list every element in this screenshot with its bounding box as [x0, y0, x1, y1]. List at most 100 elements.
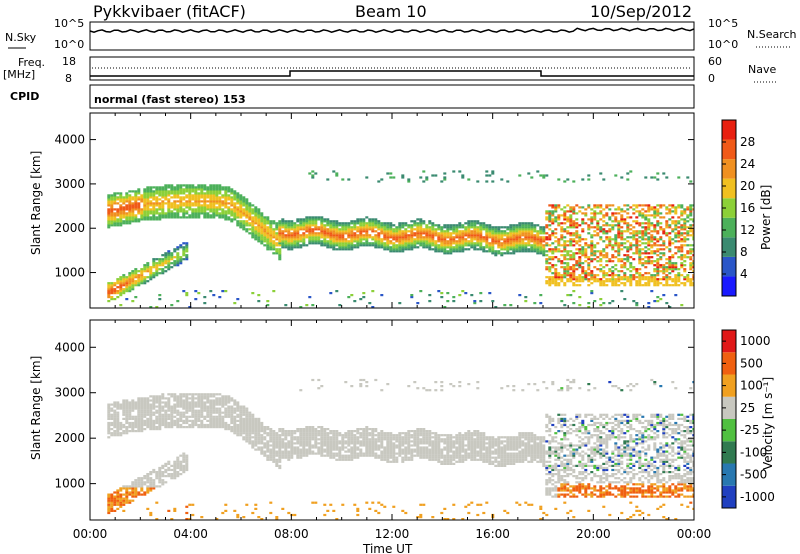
- pow-cell: [617, 274, 621, 277]
- pow-cell: [596, 206, 600, 209]
- vel-cell: [260, 446, 264, 449]
- pow-cell: [227, 212, 231, 215]
- vel-cell: [323, 436, 327, 439]
- pow-cell: [452, 240, 456, 243]
- pow-cell: [500, 232, 504, 235]
- pow-cell: [488, 174, 492, 177]
- vel-cell: [209, 403, 213, 406]
- pow-cell: [461, 236, 465, 239]
- pow-cell: [338, 304, 342, 307]
- pow-cell: [404, 240, 408, 243]
- pow-cell: [629, 170, 633, 173]
- pow-cell: [158, 192, 162, 195]
- pow-cell: [134, 192, 138, 195]
- pow-cell: [512, 238, 516, 241]
- pow-cell: [689, 180, 693, 183]
- pow-cell: [269, 226, 273, 229]
- vel-cell: [188, 503, 192, 506]
- pow-cell: [512, 224, 516, 227]
- pow-cell: [194, 200, 198, 203]
- pow-cell: [182, 248, 186, 251]
- vel-cell: [254, 507, 258, 510]
- pow-cell: [683, 276, 687, 279]
- pow-cell: [617, 252, 621, 255]
- vel-cell: [191, 401, 195, 404]
- pow-cell: [341, 236, 345, 239]
- pow-cell: [146, 190, 150, 193]
- pow-cell: [539, 232, 543, 235]
- vel-cell: [335, 442, 339, 445]
- vel-cell: [278, 434, 282, 437]
- pow-cell: [185, 206, 189, 209]
- vel-cell: [275, 438, 279, 441]
- pow-cell: [512, 226, 516, 229]
- pow-cell: [512, 244, 516, 247]
- pow-cell: [575, 248, 579, 251]
- pow-cell: [458, 242, 462, 245]
- pow-cell: [629, 216, 633, 219]
- pow-cell: [605, 254, 609, 257]
- vel-cell: [149, 421, 153, 425]
- pow-cell: [614, 216, 618, 219]
- vel-cell: [299, 444, 303, 447]
- vel-cell: [158, 473, 162, 476]
- pow-cell: [209, 190, 213, 193]
- pow-cell: [686, 244, 690, 247]
- pow-cell: [596, 232, 600, 235]
- pow-cell: [635, 216, 639, 219]
- pow-cell: [569, 214, 573, 217]
- pow-cell: [383, 238, 387, 241]
- pow-cell: [311, 222, 315, 225]
- pow-cell: [599, 226, 603, 229]
- pow-cell: [569, 244, 573, 247]
- pow-cell: [194, 204, 198, 207]
- vel-cell: [113, 491, 117, 494]
- pow-cell: [185, 242, 189, 245]
- pow-cell: [683, 228, 687, 231]
- vel-cell: [260, 423, 264, 427]
- pow-cell: [170, 192, 174, 195]
- pow-cell: [167, 210, 171, 213]
- pow-cell: [614, 174, 618, 177]
- pow-cell: [644, 284, 648, 287]
- vel-cell: [149, 407, 153, 410]
- pow-cell: [614, 220, 618, 223]
- vel-cell: [263, 452, 267, 455]
- pow-cell: [119, 288, 123, 291]
- pow-cell: [308, 172, 312, 175]
- pow-cell: [440, 242, 444, 245]
- pow-cell: [404, 230, 408, 233]
- vel-cell: [284, 446, 288, 449]
- pow-cell: [551, 218, 555, 221]
- pow-cell: [686, 238, 690, 241]
- vel-cell: [248, 423, 252, 427]
- pow-cell: [653, 208, 657, 211]
- pow-cell: [392, 236, 396, 239]
- pow-cell: [293, 240, 297, 243]
- pow-cell: [641, 222, 645, 225]
- pow-cell: [611, 282, 615, 285]
- pow-cell: [638, 268, 642, 271]
- vel-cell: [164, 471, 168, 474]
- pow-cell: [368, 244, 372, 247]
- pow-cell: [401, 226, 405, 229]
- pow-cell: [662, 270, 666, 273]
- pow-cell: [245, 204, 249, 207]
- vel-cell: [245, 421, 249, 425]
- pow-cell: [173, 206, 177, 209]
- pow-cell: [689, 258, 693, 261]
- vel-cell: [257, 432, 261, 435]
- vel-cell: [254, 419, 258, 422]
- pow-cell: [461, 226, 465, 229]
- pow-cell: [608, 268, 612, 271]
- pow-cell: [149, 192, 153, 195]
- pow-cell: [680, 250, 684, 253]
- vel-cell: [278, 448, 282, 451]
- pow-cell: [560, 260, 564, 263]
- pow-cell: [668, 264, 672, 267]
- vel-cell: [212, 417, 216, 420]
- vel-cell: [329, 456, 333, 459]
- pow-cell: [170, 256, 174, 259]
- pow-cell: [242, 224, 246, 227]
- vel-cell: [107, 409, 111, 412]
